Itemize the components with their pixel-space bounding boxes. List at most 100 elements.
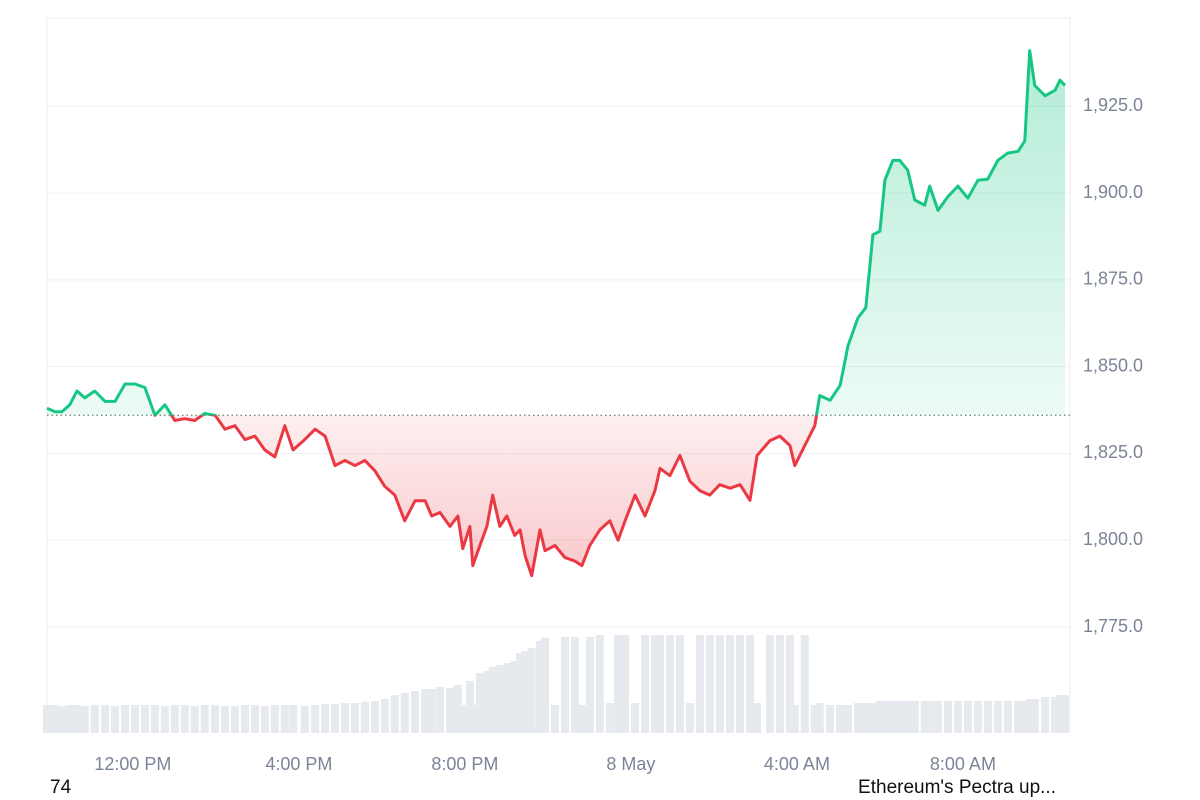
volume-bar <box>488 667 497 733</box>
x-tick-label: 8:00 AM <box>930 754 996 774</box>
volume-bar <box>685 703 694 733</box>
volume-bar <box>400 693 409 733</box>
y-tick-label: 1,875.0 <box>1083 269 1143 289</box>
volume-bar <box>943 701 952 733</box>
volume-bar <box>550 705 559 733</box>
volume-bar <box>230 706 239 733</box>
y-tick-label: 1,800.0 <box>1083 529 1143 549</box>
volume-bar <box>875 701 884 733</box>
volume-bar <box>800 635 809 733</box>
volume-bar <box>436 687 445 733</box>
volume-bar <box>211 705 220 733</box>
volume-bar <box>510 661 519 733</box>
volume-bar <box>753 703 762 733</box>
volume-bar <box>790 705 799 733</box>
volume-bar <box>1014 701 1023 733</box>
volume-bar <box>536 641 545 733</box>
volume-bar <box>810 705 819 733</box>
y-tick-label: 1,925.0 <box>1083 95 1143 115</box>
x-tick-label: 8 May <box>606 754 655 774</box>
volume-bar <box>853 703 862 733</box>
volume-bar <box>482 671 491 733</box>
volume-bar <box>541 638 550 733</box>
area <box>47 50 1065 576</box>
volume-bar <box>130 705 139 733</box>
volume-bar <box>836 705 845 733</box>
volume-bar <box>605 703 614 733</box>
volume-bar <box>468 705 477 733</box>
volume-bar <box>695 635 704 733</box>
volume-bar <box>983 701 992 733</box>
volume-bar <box>140 705 149 733</box>
volume-bar <box>250 705 259 733</box>
volume-bar <box>331 704 340 733</box>
volume-bar <box>910 701 919 733</box>
volume-bar <box>101 705 110 733</box>
volume-bar <box>993 701 1002 733</box>
volume-bar <box>650 635 659 733</box>
volume-bar <box>65 705 74 733</box>
volume-bar <box>843 705 852 733</box>
volume-bar <box>160 706 169 733</box>
volume-bar <box>746 635 755 733</box>
volume-bar <box>973 701 982 733</box>
footer-left: 74 <box>50 777 72 798</box>
volume-bar <box>521 651 530 733</box>
volume-bar <box>903 701 912 733</box>
volume-bar <box>1020 701 1029 733</box>
volume-bar <box>527 648 536 733</box>
volume-bar <box>380 699 389 733</box>
volume-bar <box>280 705 289 733</box>
volume-bar <box>675 635 684 733</box>
x-tick-label: 4:00 PM <box>265 754 332 774</box>
volume-bar <box>1025 699 1034 733</box>
volume-bar <box>595 635 604 733</box>
volume-bar <box>502 663 511 733</box>
volume-bar <box>920 701 929 733</box>
volume-bar <box>445 688 454 733</box>
volume-bar <box>453 685 462 733</box>
volume-bar <box>57 706 66 733</box>
volume-bar <box>736 635 745 733</box>
volume-bar <box>80 706 89 733</box>
volume-bar <box>270 705 279 733</box>
volume-bar <box>350 703 359 733</box>
volume-bar <box>170 705 179 733</box>
y-tick-label: 1,775.0 <box>1083 616 1143 636</box>
volume-bar <box>715 635 724 733</box>
x-tick-label: 8:00 PM <box>431 754 498 774</box>
volume-bar <box>180 705 189 733</box>
volume-bar <box>775 635 784 733</box>
volume-bar <box>360 702 369 733</box>
volume-bar <box>785 635 794 733</box>
volume-bar <box>577 705 586 733</box>
volume-bar <box>411 691 420 733</box>
volume-bar <box>300 706 309 733</box>
volume-bar <box>925 701 934 733</box>
volume-bar <box>621 635 630 733</box>
volume-bar <box>1030 699 1039 733</box>
volume-bar <box>585 637 594 733</box>
x-tick-label: 4:00 AM <box>764 754 830 774</box>
volume-bar <box>861 703 870 733</box>
volume-bar <box>200 705 209 733</box>
volume-bar <box>240 705 249 733</box>
volume-bar <box>963 701 972 733</box>
volume-bar <box>1041 697 1050 733</box>
volume-bar <box>1061 695 1070 733</box>
volume-bar <box>190 706 199 733</box>
volume-bar <box>655 635 664 733</box>
volume-bar <box>370 701 379 733</box>
volume-bar <box>868 703 877 733</box>
y-tick-label: 1,850.0 <box>1083 355 1143 375</box>
volume-bar <box>726 635 735 733</box>
volume-bar <box>390 695 399 733</box>
volume-bar <box>421 689 430 733</box>
volume-bar <box>888 701 897 733</box>
volume-bar <box>427 689 436 733</box>
volume-bar <box>516 653 525 733</box>
volume-bar <box>458 705 467 733</box>
volume-bar <box>1003 701 1012 733</box>
